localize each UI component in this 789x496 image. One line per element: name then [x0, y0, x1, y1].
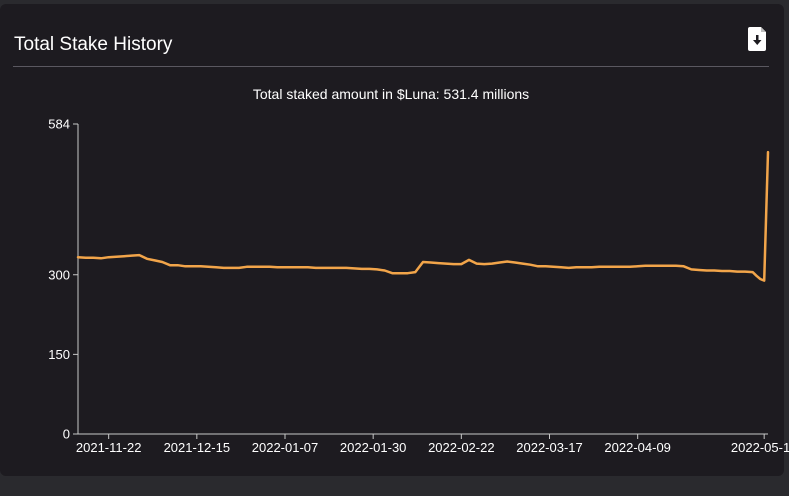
y-tick-label: 584	[48, 117, 70, 132]
y-tick-label: 0	[63, 427, 70, 442]
x-tick-label: 2022-04-09	[604, 440, 671, 455]
series-line-0	[76, 150, 770, 282]
y-tick-label: 150	[48, 347, 70, 362]
stake-history-card: Total Stake History	[0, 4, 784, 476]
x-tick-label: 2022-02-22	[428, 440, 495, 455]
x-tick-label: 2021-11-22	[76, 440, 142, 455]
chart-axes	[77, 124, 768, 435]
download-button[interactable]	[748, 27, 768, 51]
card-title: Total Stake History	[14, 34, 173, 55]
series-group	[76, 150, 770, 282]
x-axis-ticks: 2021-11-22 2021-12-15 2022-01-07 2022-01-30…	[76, 434, 789, 455]
x-tick-label: 2021-12-15	[164, 440, 231, 455]
chart-title: Total staked amount in $Luna: 531.4 mill…	[253, 86, 529, 102]
header-divider	[13, 66, 769, 67]
x-tick-label: 2022-01-07	[252, 440, 319, 455]
x-tick-label: 2022-01-30	[340, 440, 407, 455]
x-tick-label: 2022-05-12	[731, 440, 789, 455]
file-download-icon	[748, 27, 766, 51]
y-tick-label: 300	[48, 267, 70, 282]
x-tick-label: 2022-03-17	[516, 440, 583, 455]
y-axis-ticks: 0 150 300 584	[48, 117, 78, 442]
